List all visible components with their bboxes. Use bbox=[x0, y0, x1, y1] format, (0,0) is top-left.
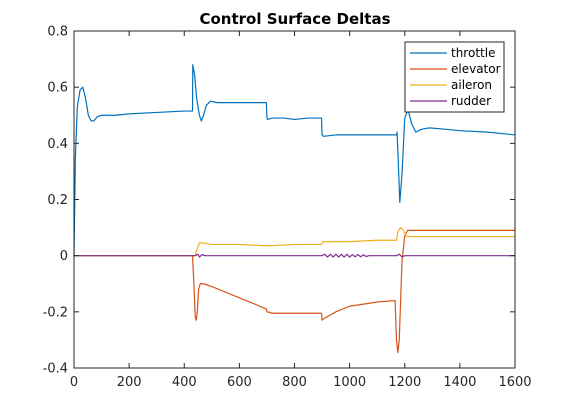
legend-label-rudder: rudder bbox=[451, 94, 491, 108]
legend-label-throttle: throttle bbox=[451, 46, 495, 60]
x-tick-label: 1200 bbox=[388, 375, 421, 390]
legend-label-elevator: elevator bbox=[451, 62, 501, 76]
legend: throttle elevator aileron rudder bbox=[404, 41, 505, 113]
x-tick-label: 200 bbox=[117, 375, 142, 390]
y-tick-label: -0.4 bbox=[43, 362, 68, 377]
y-tick-label: 0 bbox=[60, 249, 68, 264]
x-tick-label: 1600 bbox=[498, 375, 531, 390]
y-tick-label: 0.8 bbox=[47, 25, 68, 40]
chart-title: Control Surface Deltas bbox=[199, 10, 390, 28]
x-tick-label: 0 bbox=[70, 375, 78, 390]
y-tick-label: 0.6 bbox=[47, 81, 68, 96]
series-line-throttle bbox=[73, 64, 516, 256]
x-tick-label: 1400 bbox=[443, 375, 476, 390]
legend-label-aileron: aileron bbox=[451, 78, 492, 92]
y-tick-label: 0.2 bbox=[47, 193, 68, 208]
series-layer bbox=[73, 64, 516, 354]
x-tick-label: 400 bbox=[172, 375, 197, 390]
series-line-rudder bbox=[74, 253, 515, 258]
y-tick-label: 0.4 bbox=[47, 137, 68, 152]
axis-layer: 0 200 400 600 800 1000 1200 1400 1600 -0.4 -0.2 0 0.… bbox=[43, 25, 532, 391]
legend-box bbox=[404, 41, 505, 113]
x-tick-label: 1000 bbox=[333, 375, 366, 390]
y-tick-label: -0.2 bbox=[43, 305, 68, 320]
x-tick-label: 800 bbox=[282, 375, 307, 390]
x-tick-label: 600 bbox=[227, 375, 252, 390]
